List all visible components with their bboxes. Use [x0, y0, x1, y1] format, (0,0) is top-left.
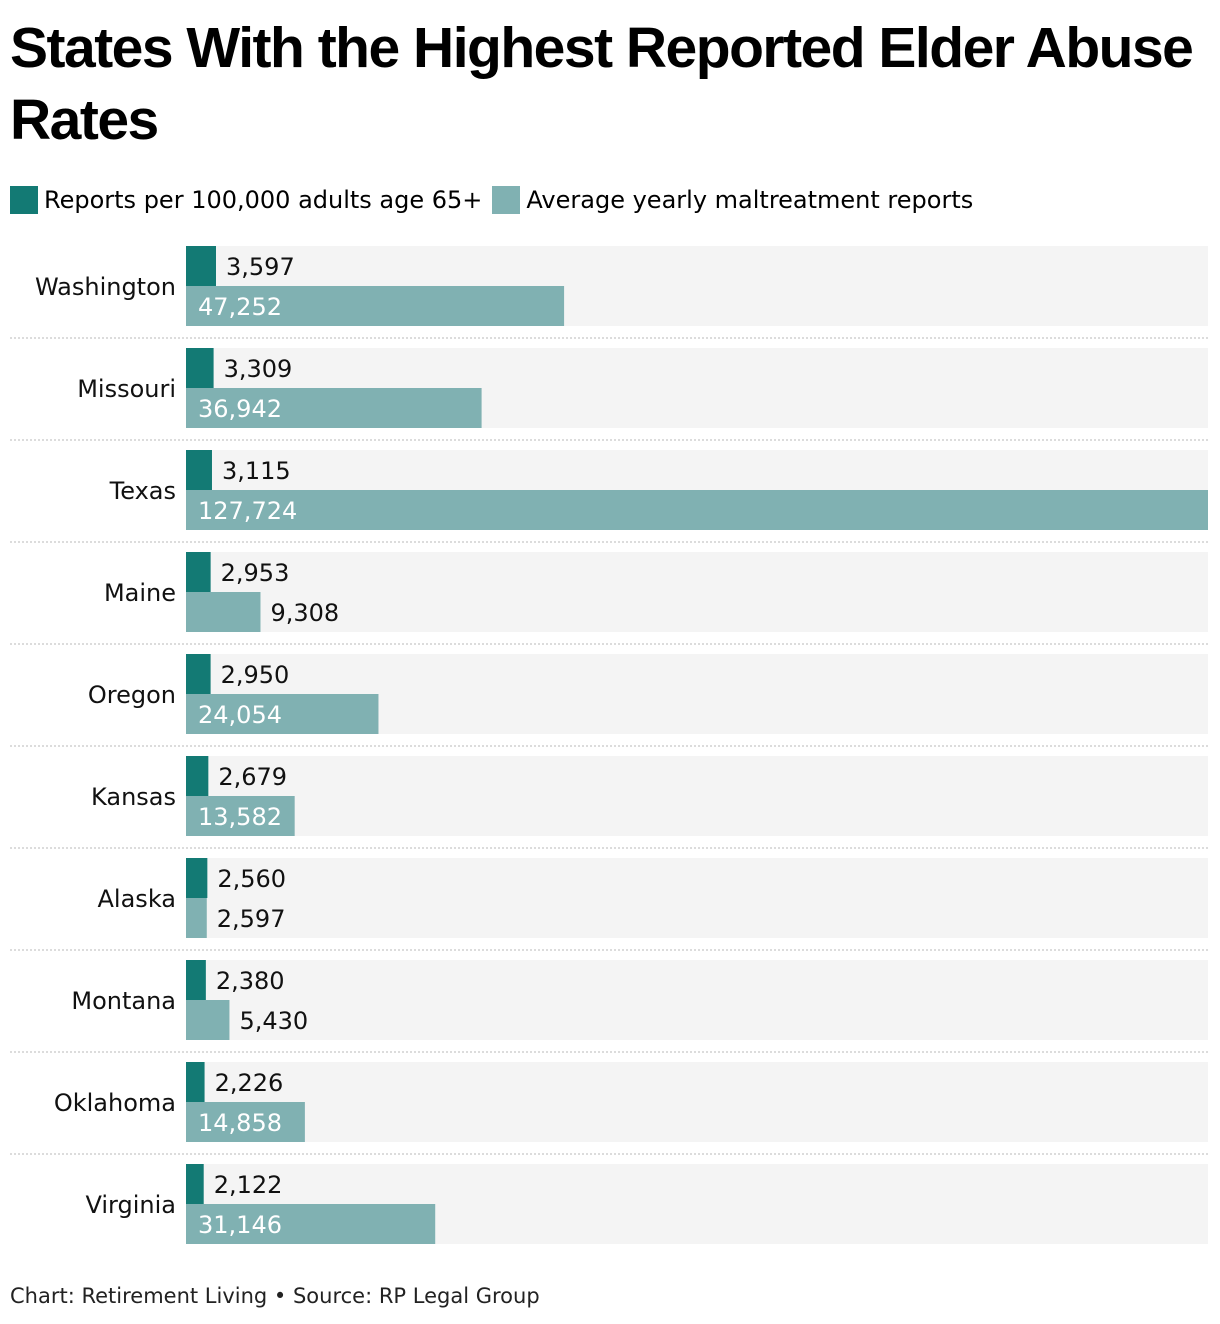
- row-background: [186, 858, 1208, 938]
- bar-rate: [186, 756, 209, 796]
- bar-count: [186, 694, 379, 734]
- bar-count: [186, 1102, 305, 1142]
- bar-rate: [186, 450, 212, 490]
- legend-item-count: Average yearly maltreatment reports: [492, 186, 973, 214]
- data-label-count: 2,597: [217, 905, 286, 933]
- chart-title: States With the Highest Reported Elder A…: [10, 16, 1194, 152]
- category-label: Missouri: [77, 375, 176, 403]
- data-label-rate: 2,953: [221, 559, 290, 587]
- legend-swatch-count: [492, 186, 521, 214]
- bar-count: [186, 1204, 436, 1244]
- row-background: [186, 960, 1208, 1040]
- data-label-rate: 3,309: [224, 355, 293, 383]
- data-label-count: 36,942: [198, 395, 282, 423]
- data-label-rate: 3,115: [222, 457, 291, 485]
- row-background: [186, 450, 1208, 530]
- data-label-count: 127,724: [198, 497, 297, 525]
- data-label-rate: 3,597: [226, 253, 295, 281]
- data-label-count: 9,308: [270, 599, 339, 627]
- data-label-rate: 2,122: [214, 1171, 283, 1199]
- category-label: Montana: [71, 987, 176, 1015]
- legend-item-rate: Reports per 100,000 adults age 65+: [10, 186, 482, 214]
- data-label-rate: 2,679: [218, 763, 287, 791]
- data-label-count: 14,858: [198, 1109, 282, 1137]
- bar-count: [186, 796, 295, 836]
- bar-rate: [186, 246, 216, 286]
- data-label-count: 13,582: [198, 803, 282, 831]
- bar-count: [186, 592, 261, 632]
- category-label: Oregon: [88, 681, 176, 709]
- category-label: Kansas: [91, 783, 176, 811]
- bar-rate: [186, 654, 211, 694]
- bar-count: [186, 898, 207, 938]
- bar-rate: [186, 348, 214, 388]
- bar-rate: [186, 1062, 205, 1102]
- bar-count: [186, 1000, 230, 1040]
- data-label-count: 31,146: [198, 1211, 282, 1239]
- row-background: [186, 654, 1208, 734]
- bar-count: [186, 388, 482, 428]
- bar-rate: [186, 1164, 204, 1204]
- row-background: [186, 246, 1208, 326]
- row-background: [186, 1062, 1208, 1142]
- category-label: Virginia: [86, 1191, 177, 1219]
- category-label: Texas: [109, 477, 176, 505]
- data-label-rate: 2,560: [217, 865, 286, 893]
- data-label-rate: 2,950: [221, 661, 290, 689]
- legend-label-count: Average yearly maltreatment reports: [526, 186, 974, 214]
- bar-rate: [186, 552, 211, 592]
- category-label: Oklahoma: [54, 1089, 176, 1117]
- row-background: [186, 552, 1208, 632]
- chart-footer: Chart: Retirement Living • Source: RP Le…: [10, 1284, 540, 1308]
- row-background: [186, 1164, 1208, 1244]
- data-label-count: 5,430: [239, 1007, 308, 1035]
- bar-count: [186, 286, 565, 326]
- legend-swatch-rate: [10, 186, 38, 214]
- bar-rate: [186, 858, 208, 898]
- row-background: [186, 348, 1208, 428]
- category-label: Washington: [35, 273, 176, 301]
- bar-count: [186, 490, 1208, 530]
- data-label-rate: 2,380: [216, 967, 285, 995]
- data-label-count: 47,252: [198, 293, 282, 321]
- category-label: Maine: [104, 579, 176, 607]
- legend-label-rate: Reports per 100,000 adults age 65+: [44, 186, 483, 214]
- chart-legend: Reports per 100,000 adults age 65+ Avera…: [10, 184, 983, 216]
- data-label-count: 24,054: [198, 701, 282, 729]
- bar-rate: [186, 960, 206, 1000]
- data-label-rate: 2,226: [215, 1069, 284, 1097]
- category-label: Alaska: [98, 885, 176, 913]
- row-background: [186, 756, 1208, 836]
